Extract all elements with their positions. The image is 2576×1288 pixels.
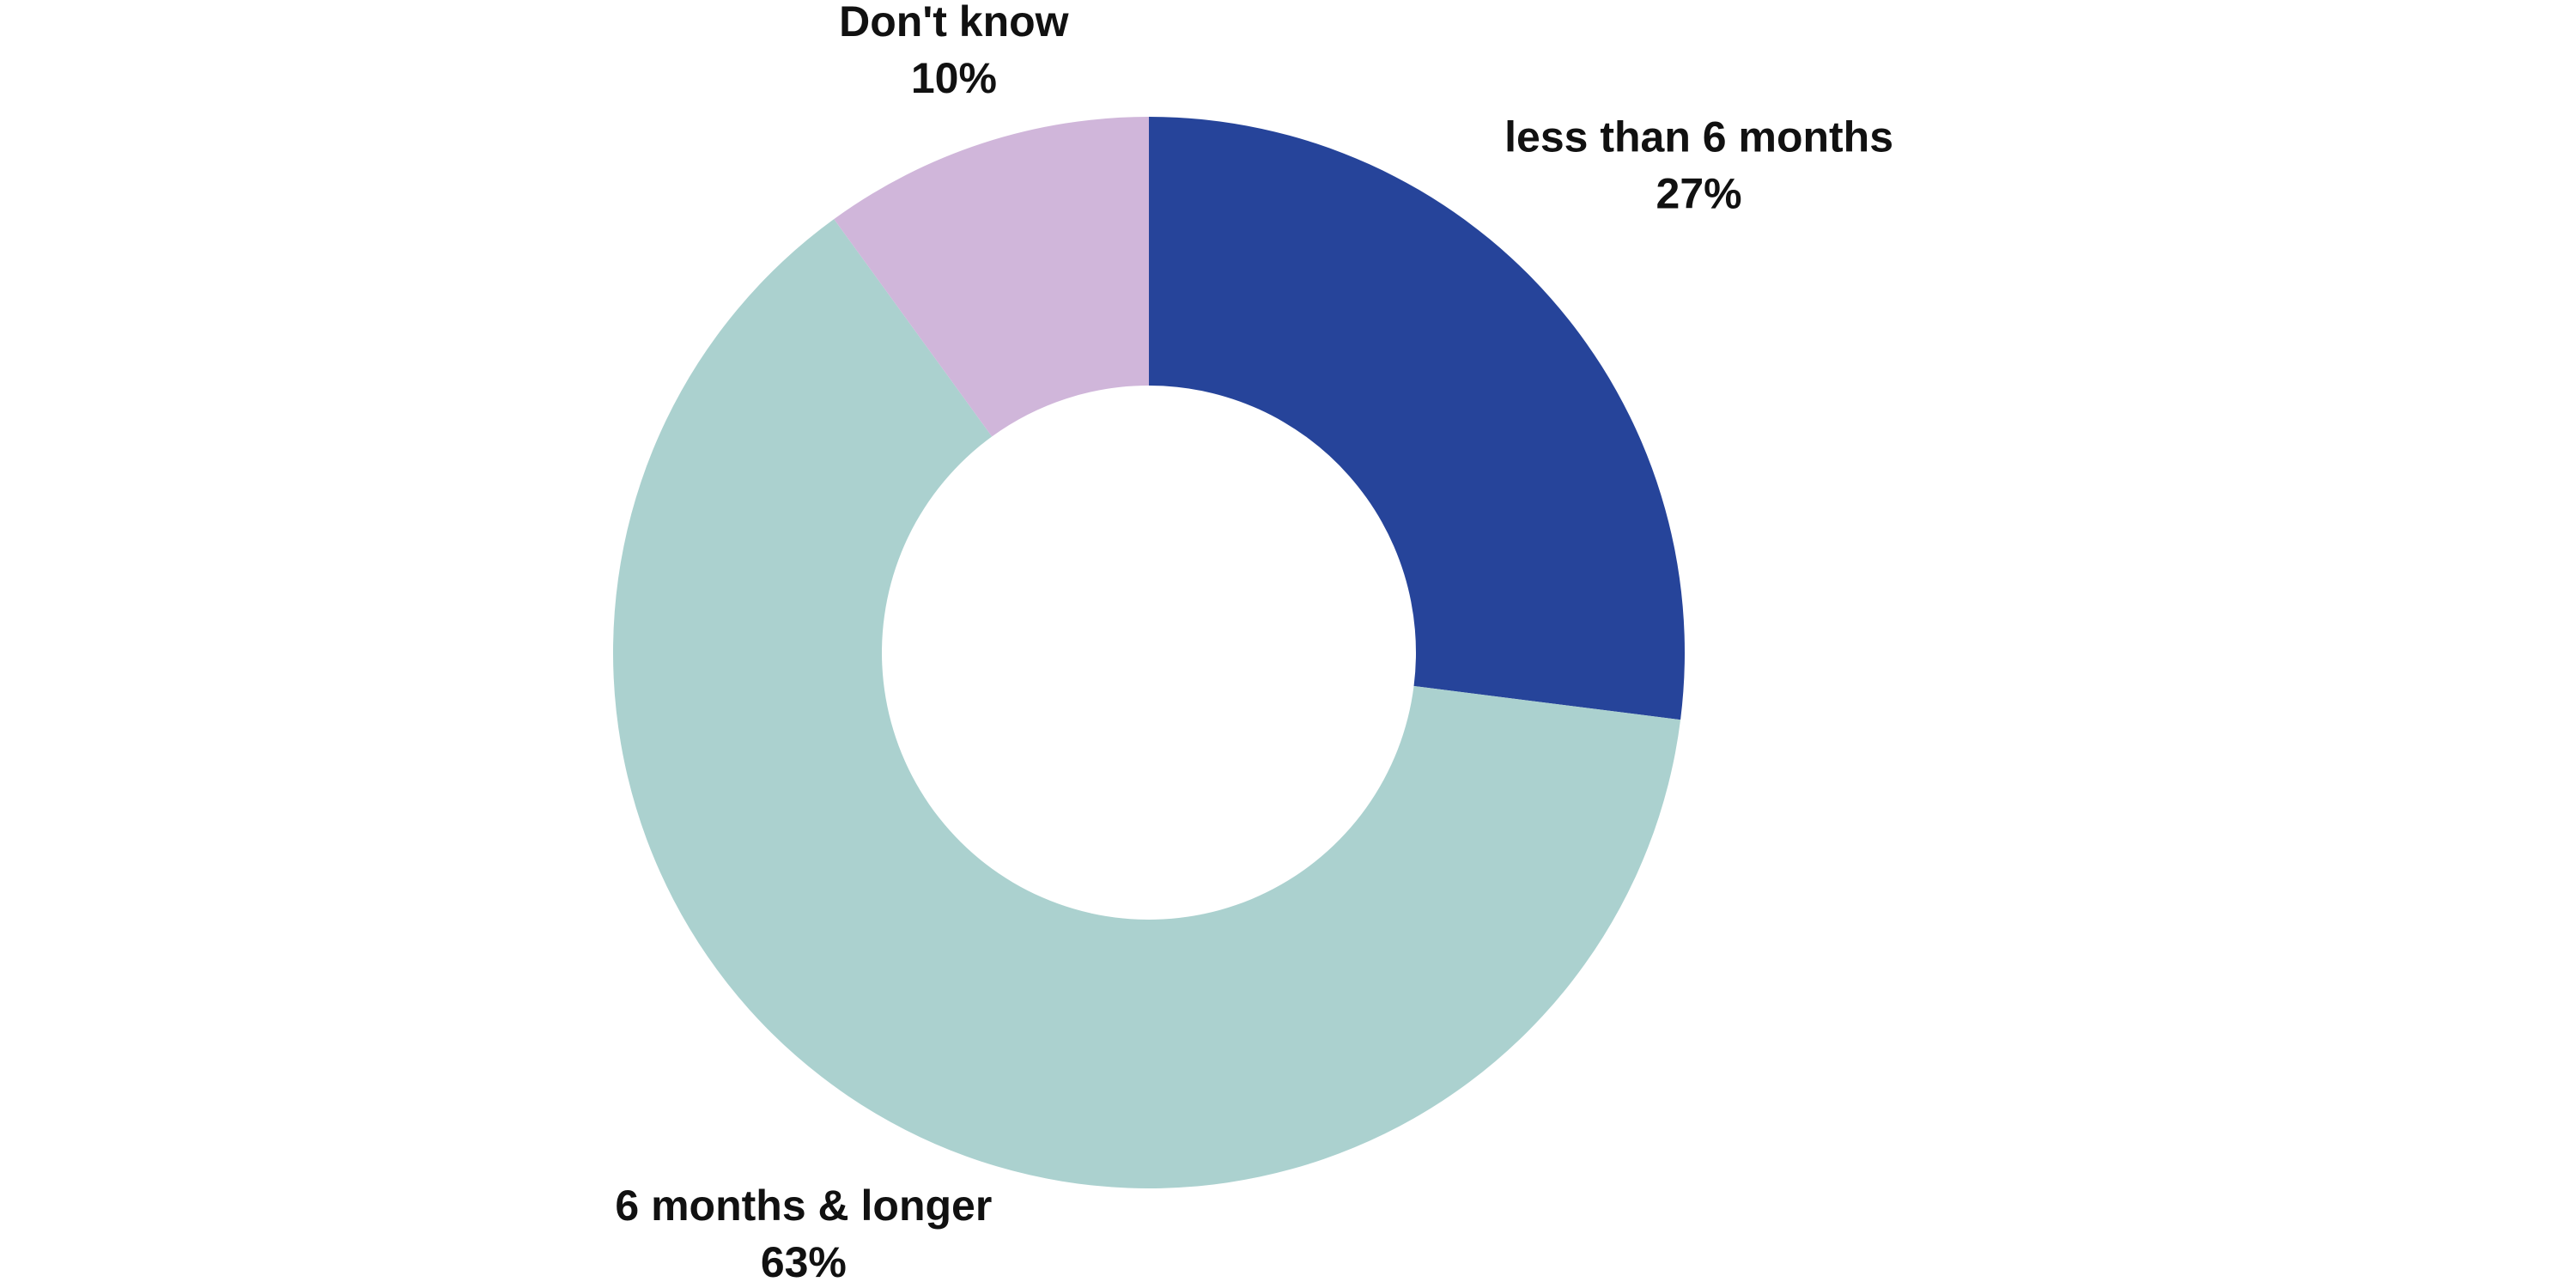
slice-label: Don't know: [839, 0, 1069, 46]
donut-slice: [834, 117, 1149, 437]
slice-value-label: 63%: [761, 1238, 847, 1286]
slice-label: less than 6 months: [1504, 112, 1893, 161]
donut-slice: [613, 219, 1681, 1189]
slice-label: 6 months & longer: [615, 1182, 992, 1230]
slice-value-label: 27%: [1656, 169, 1742, 217]
donut-slice: [1149, 117, 1686, 720]
slice-value-label: 10%: [911, 54, 997, 102]
